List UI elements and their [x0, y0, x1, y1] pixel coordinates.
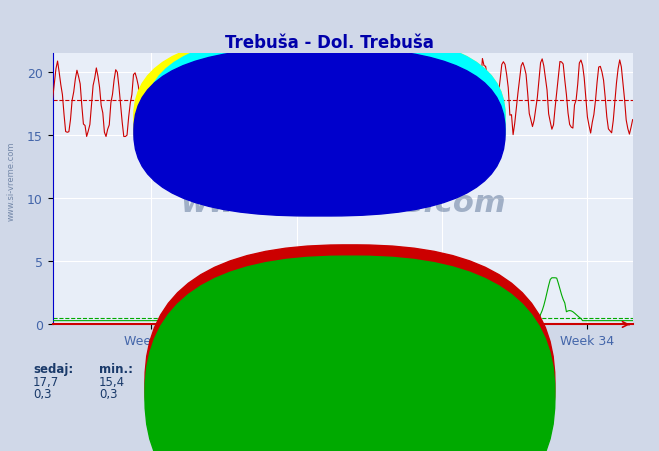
- Text: 0,5: 0,5: [171, 387, 190, 400]
- Text: 15,4: 15,4: [99, 376, 125, 389]
- Text: 20,7: 20,7: [244, 376, 270, 389]
- Text: zadnji mesec / 2 uri.: zadnji mesec / 2 uri.: [270, 331, 389, 344]
- Text: povpr.:: povpr.:: [171, 362, 217, 375]
- FancyBboxPatch shape: [134, 35, 505, 211]
- Text: Trebuša - Dol. Trebuša: Trebuša - Dol. Trebuša: [225, 34, 434, 52]
- FancyBboxPatch shape: [146, 35, 505, 211]
- Text: www.si-vreme.com: www.si-vreme.com: [180, 189, 505, 217]
- Text: 0,3: 0,3: [33, 387, 51, 400]
- Text: maks.:: maks.:: [244, 362, 288, 375]
- Text: min.:: min.:: [99, 362, 133, 375]
- Text: 17,7: 17,7: [33, 376, 59, 389]
- Text: Meritve: povprečne  Enote: metrične  Črta: povprečje: Meritve: povprečne Enote: metrične Črta:…: [172, 337, 487, 353]
- FancyBboxPatch shape: [134, 49, 505, 216]
- Text: 3,7: 3,7: [244, 387, 262, 400]
- Text: www.si-vreme.com: www.si-vreme.com: [7, 141, 16, 220]
- Text: temperatura[C]: temperatura[C]: [361, 376, 453, 389]
- Text: Slovenija / reke in morje.: Slovenija / reke in morje.: [256, 322, 403, 335]
- Text: 17,8: 17,8: [171, 376, 198, 389]
- Text: 0,3: 0,3: [99, 387, 117, 400]
- Text: Trebuša - Dol. Trebuša: Trebuša - Dol. Trebuša: [343, 362, 491, 375]
- Text: pretok[m3/s]: pretok[m3/s]: [361, 387, 438, 400]
- Text: sedaj:: sedaj:: [33, 362, 73, 375]
